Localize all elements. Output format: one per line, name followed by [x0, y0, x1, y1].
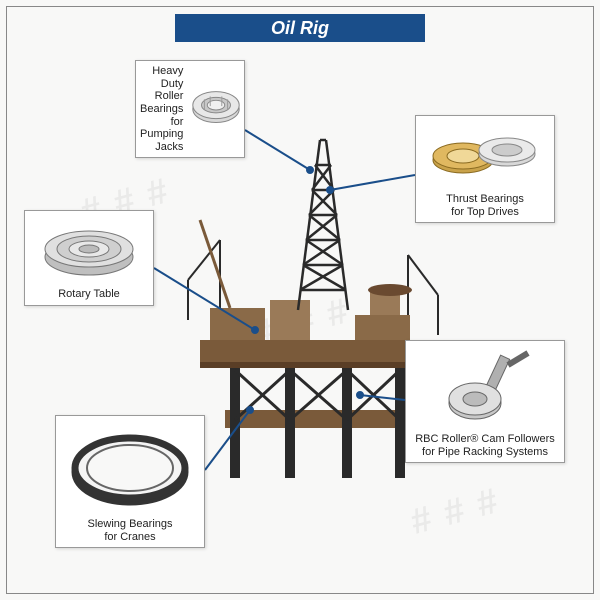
callout-label: Rotary Table — [58, 288, 120, 301]
callout-roller-bearings: Heavy DutyRoller Bearingsfor Pumping Jac… — [135, 60, 245, 158]
callout-slewing-bearings: Slewing Bearingsfor Cranes — [55, 415, 205, 548]
roller-bearing-icon — [187, 80, 245, 138]
thrust-bearing-icon — [425, 120, 545, 190]
cam-follower-icon — [420, 345, 550, 430]
rotary-table-icon — [34, 215, 144, 285]
callout-cam-followers: RBC Roller® Cam Followersfor Pipe Rackin… — [405, 340, 565, 463]
callout-label: Thrust Bearingsfor Top Drives — [446, 193, 524, 218]
callout-rotary-table: Rotary Table — [24, 210, 154, 306]
callout-label: Slewing Bearingsfor Cranes — [88, 518, 173, 543]
callout-label: RBC Roller® Cam Followersfor Pipe Rackin… — [415, 433, 555, 458]
callout-thrust-bearings: Thrust Bearingsfor Top Drives — [415, 115, 555, 223]
title-bar: Oil Rig — [175, 14, 425, 42]
title-text: Oil Rig — [271, 18, 329, 39]
callout-label: Heavy DutyRoller Bearingsfor Pumping Jac… — [140, 65, 183, 153]
slewing-bearing-icon — [65, 420, 195, 515]
